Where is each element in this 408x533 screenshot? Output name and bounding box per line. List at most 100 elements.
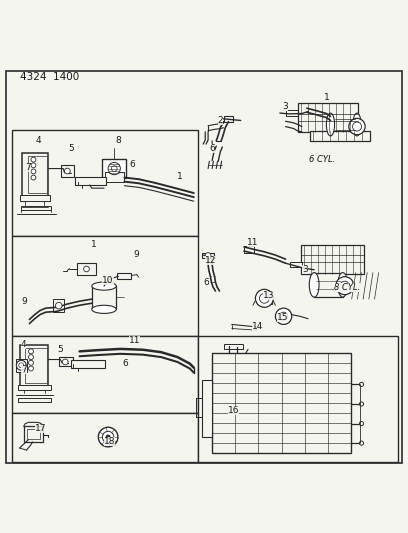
Text: 15: 15	[277, 313, 288, 322]
Circle shape	[359, 382, 364, 386]
Bar	[12, 130, 198, 236]
Bar	[53, 299, 64, 312]
Text: 6 CYL.: 6 CYL.	[309, 155, 335, 164]
Text: 16: 16	[228, 406, 239, 415]
Bar	[290, 262, 302, 268]
Bar	[310, 131, 370, 141]
Bar	[12, 236, 198, 336]
Circle shape	[111, 166, 117, 172]
Text: 4: 4	[36, 135, 42, 144]
Text: 10: 10	[102, 276, 114, 285]
Circle shape	[31, 169, 36, 174]
Ellipse shape	[353, 113, 361, 136]
Circle shape	[359, 441, 364, 445]
Circle shape	[102, 431, 114, 443]
Text: 6: 6	[209, 144, 215, 152]
Text: 11: 11	[247, 238, 259, 247]
Bar	[12, 336, 198, 414]
Circle shape	[259, 294, 269, 303]
Bar	[92, 286, 116, 309]
Bar	[61, 165, 74, 177]
Text: 9: 9	[134, 250, 140, 259]
Text: 3: 3	[302, 265, 308, 274]
Bar	[24, 426, 43, 442]
Bar	[224, 344, 243, 349]
Circle shape	[108, 163, 120, 175]
Text: 18: 18	[104, 437, 115, 446]
Bar	[224, 116, 233, 122]
Circle shape	[64, 168, 70, 174]
Circle shape	[340, 281, 349, 290]
Ellipse shape	[92, 282, 116, 290]
Circle shape	[275, 308, 292, 325]
Bar	[212, 353, 351, 454]
Bar	[21, 206, 51, 210]
Circle shape	[279, 312, 288, 320]
Ellipse shape	[326, 113, 335, 136]
Circle shape	[31, 175, 36, 180]
Bar	[117, 273, 131, 279]
Circle shape	[31, 163, 36, 168]
Circle shape	[349, 118, 365, 135]
Bar	[105, 172, 124, 182]
Circle shape	[255, 289, 273, 308]
Circle shape	[62, 359, 68, 365]
Text: 8: 8	[115, 135, 121, 144]
Text: 6: 6	[123, 359, 129, 368]
Bar	[16, 359, 27, 372]
Text: 17: 17	[35, 424, 47, 433]
Text: 7: 7	[21, 365, 27, 374]
Text: 6: 6	[203, 278, 209, 287]
Text: 3: 3	[283, 102, 288, 111]
Circle shape	[29, 366, 33, 371]
Bar	[202, 253, 214, 259]
Circle shape	[106, 435, 110, 439]
Bar	[71, 360, 105, 368]
Text: 4: 4	[21, 341, 27, 349]
Circle shape	[55, 302, 62, 309]
Circle shape	[205, 253, 211, 259]
Bar	[314, 272, 343, 297]
Circle shape	[353, 122, 361, 131]
Text: 6: 6	[130, 160, 135, 169]
Ellipse shape	[309, 272, 319, 297]
Circle shape	[359, 422, 364, 426]
Bar	[305, 106, 311, 114]
Bar	[301, 245, 364, 274]
Circle shape	[29, 354, 33, 360]
Bar	[20, 345, 48, 386]
Bar	[202, 380, 212, 437]
Bar	[59, 357, 73, 367]
Text: 11: 11	[129, 336, 140, 345]
Text: 5: 5	[69, 144, 74, 152]
Bar	[198, 336, 398, 462]
Bar	[27, 429, 40, 440]
Text: 1: 1	[177, 172, 182, 181]
Text: 7: 7	[25, 163, 31, 172]
Ellipse shape	[338, 272, 348, 297]
Circle shape	[336, 277, 354, 295]
Text: 1: 1	[91, 239, 97, 248]
Bar	[22, 153, 48, 196]
Circle shape	[29, 349, 33, 354]
Text: 12: 12	[205, 256, 216, 265]
Text: 8 CYL.: 8 CYL.	[334, 283, 360, 292]
Circle shape	[19, 363, 24, 368]
Bar	[257, 300, 272, 304]
Circle shape	[29, 360, 33, 365]
Text: 9: 9	[22, 297, 27, 306]
Text: 8 CYL.: 8 CYL.	[334, 283, 360, 292]
Text: 1: 1	[324, 93, 329, 102]
Text: 13: 13	[263, 290, 274, 300]
Bar	[25, 348, 47, 383]
Text: 2: 2	[217, 116, 223, 125]
Ellipse shape	[92, 305, 116, 313]
Bar	[286, 110, 298, 116]
Text: 4324  1400: 4324 1400	[20, 72, 80, 82]
Bar	[298, 103, 358, 132]
Circle shape	[31, 157, 36, 162]
Bar	[12, 414, 198, 462]
Text: 5: 5	[58, 345, 63, 354]
Text: 6 CYL.: 6 CYL.	[309, 155, 335, 164]
Circle shape	[84, 266, 89, 272]
